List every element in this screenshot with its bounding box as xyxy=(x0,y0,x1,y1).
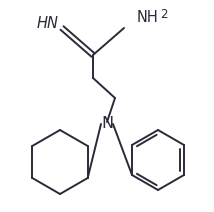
Text: HN: HN xyxy=(37,15,59,31)
Text: N: N xyxy=(101,116,113,131)
Text: NH: NH xyxy=(137,11,159,25)
Text: 2: 2 xyxy=(160,7,168,21)
